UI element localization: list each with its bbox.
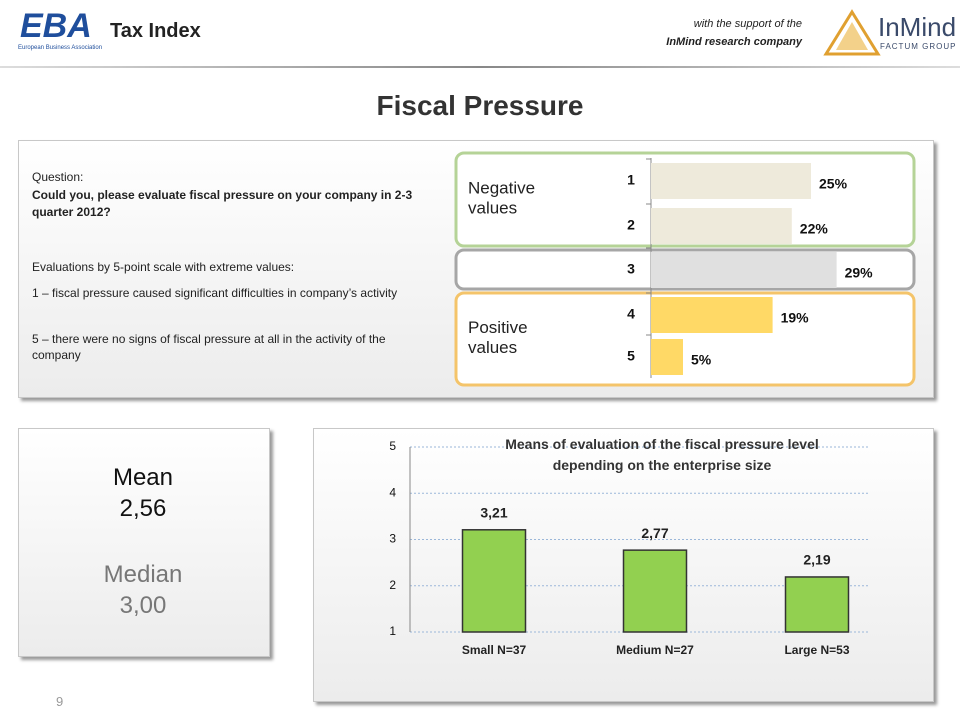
logo-subtext: European Business Association bbox=[18, 45, 103, 51]
support-company: InMind research company bbox=[666, 36, 802, 48]
chart-title: Means of evaluation of the fiscal pressu… bbox=[505, 436, 819, 473]
summary-panel bbox=[18, 428, 270, 657]
logo-text: EBA bbox=[20, 7, 92, 45]
x-tick-label: Large N=53 bbox=[784, 643, 849, 657]
bar bbox=[651, 252, 837, 288]
scale-note: 1 – fiscal pressure caused significant d… bbox=[32, 286, 398, 300]
bar bbox=[651, 339, 683, 375]
category-label: 4 bbox=[627, 306, 635, 322]
page-number: 9 bbox=[56, 694, 64, 709]
product: Tax Index bbox=[110, 20, 201, 42]
bar bbox=[651, 208, 792, 244]
bar bbox=[651, 297, 773, 333]
category-label: 3 bbox=[627, 261, 635, 277]
means-chart: 1 2 3 4 5 Means of evaluation of the fiscal p… bbox=[389, 436, 870, 657]
value-label: 22% bbox=[800, 221, 829, 237]
category-label: 2 bbox=[627, 217, 635, 233]
slide-title: Fiscal Pressure bbox=[376, 90, 584, 121]
category-label: 5 bbox=[627, 348, 635, 364]
question-text: Could you, please evaluate fiscal pressu… bbox=[32, 188, 413, 219]
value-label: 19% bbox=[781, 310, 810, 326]
y-tick-label: 5 bbox=[389, 439, 396, 453]
support-line: with the support of the bbox=[693, 18, 802, 30]
divider bbox=[0, 66, 960, 68]
value-label: 25% bbox=[819, 176, 848, 192]
value-label: 29% bbox=[845, 265, 874, 281]
value-label: 2,19 bbox=[803, 552, 830, 568]
distribution-chart: Negative values Positive values 1 25% 2 22% 3 29%… bbox=[454, 151, 916, 387]
partner-subtext: FACTUM GROUP bbox=[880, 42, 957, 51]
value-label: 5% bbox=[691, 352, 712, 368]
median-label: Median bbox=[103, 561, 183, 588]
scale-note: 5 – there were no signs of fiscal pressu… bbox=[32, 332, 386, 362]
bar bbox=[461, 529, 527, 633]
mean-label: Mean bbox=[112, 464, 174, 491]
partner-logo: InMind bbox=[878, 12, 957, 42]
bar bbox=[651, 163, 811, 199]
group-label: Negative values bbox=[468, 179, 535, 218]
bar bbox=[784, 576, 850, 633]
mean-value: 2,56 bbox=[119, 495, 167, 522]
group-box bbox=[454, 291, 916, 387]
y-tick-label: 1 bbox=[389, 624, 396, 638]
triangle bbox=[823, 9, 881, 56]
scale-note: Evaluations by 5-point scale with extrem… bbox=[32, 260, 295, 274]
y-tick-label: 4 bbox=[389, 485, 396, 499]
bar bbox=[622, 549, 688, 633]
partner-icon bbox=[823, 9, 881, 56]
median-value: 3,00 bbox=[119, 592, 167, 619]
y-tick-label: 3 bbox=[389, 532, 396, 546]
category-label: 1 bbox=[627, 172, 635, 188]
triangle-inner bbox=[836, 22, 868, 50]
x-tick-label: Medium N=27 bbox=[616, 643, 694, 657]
value-label: 3,21 bbox=[480, 504, 507, 520]
group-label: Positive values bbox=[468, 318, 528, 357]
y-tick-label: 2 bbox=[389, 578, 396, 592]
question-label: Question: bbox=[32, 170, 84, 184]
x-tick-label: Small N=37 bbox=[462, 643, 527, 657]
eba-logo: EBA European Business Association bbox=[8, 5, 103, 57]
value-label: 2,77 bbox=[641, 525, 668, 541]
